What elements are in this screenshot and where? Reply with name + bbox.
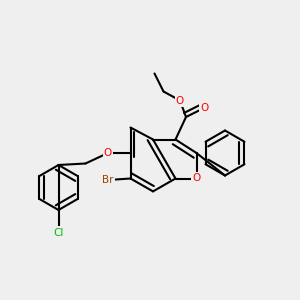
Text: O: O (104, 148, 112, 158)
Text: O: O (200, 103, 208, 113)
Text: O: O (176, 95, 184, 106)
Text: Cl: Cl (53, 227, 64, 238)
Text: Br: Br (102, 175, 114, 185)
Text: O: O (192, 173, 201, 184)
